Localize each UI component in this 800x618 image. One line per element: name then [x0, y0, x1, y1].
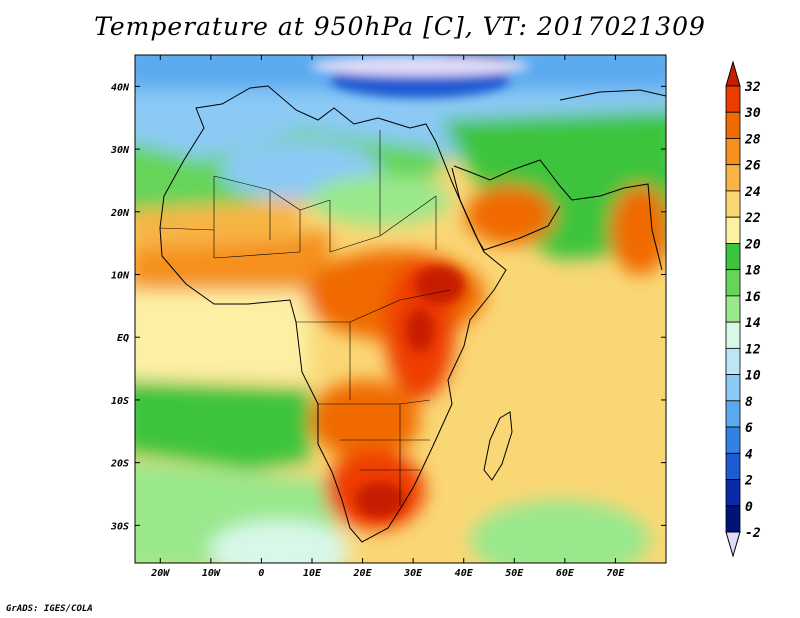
lat-tick-label: 20S	[110, 459, 129, 470]
colorbar-label: 24	[744, 185, 761, 200]
colorbar-swatch	[725, 374, 741, 402]
lon-tick-label: 50E	[505, 568, 524, 579]
colorbar-label: 10	[745, 369, 761, 384]
colorbar-swatch	[725, 85, 741, 113]
lon-tick-label: 30E	[403, 568, 423, 579]
lon-tick-label: 20W	[150, 568, 170, 579]
colorbar-swatch	[725, 426, 741, 454]
colorbar-label: 30	[744, 106, 761, 121]
colorbar-swatch	[725, 321, 741, 349]
lat-tick-label: 30N	[110, 145, 130, 156]
colorbar-label: 22	[744, 211, 761, 226]
colorbar-label: 32	[744, 80, 761, 95]
latitude-ticks: 40N 30N 20N 10N EQ 10S 20S 30S	[110, 82, 666, 532]
colorbar-top-arrow	[725, 60, 741, 87]
page-title: Temperature at 950hPa [C], VT: 201702130…	[94, 12, 706, 41]
colorbar-swatch	[725, 190, 741, 218]
colorbar-swatch	[725, 164, 741, 192]
colorbar-label: 12	[745, 342, 761, 357]
lon-tick-label: 10E	[303, 568, 322, 579]
lon-tick-label: 20E	[353, 568, 373, 579]
colorbar-label: 20	[744, 237, 761, 252]
colorbar-label: 18	[745, 264, 761, 279]
colorbar-label: 2	[744, 474, 753, 489]
longitude-ticks: 20W 10W 0 10E 20E 30E 40E 50E 60E 70E	[150, 55, 625, 579]
lon-tick-label: 10W	[202, 568, 221, 579]
colorbar-label: 4	[745, 447, 753, 462]
colorbar-bottom-arrow	[725, 531, 741, 558]
colorbar-swatch	[725, 243, 741, 271]
lat-tick-label: 40N	[111, 82, 130, 93]
lon-tick-label: 60E	[556, 568, 575, 579]
colorbar-label: 14	[745, 316, 761, 331]
colorbar-swatch	[725, 505, 741, 533]
colorbar-swatch	[725, 216, 741, 244]
colorbar-label: 6	[745, 421, 753, 436]
lon-tick-label: 70E	[606, 568, 625, 579]
colorbar-swatch	[725, 479, 741, 507]
colorbar-label: 26	[744, 159, 761, 174]
footer-credit: GrADS: IGES/COLA	[6, 604, 93, 614]
lat-tick-label: 10S	[111, 396, 129, 407]
lat-tick-label: 30S	[110, 521, 129, 532]
colorbar-label: -2	[745, 526, 761, 541]
lat-tick-label: 20N	[110, 208, 130, 219]
lon-tick-label: 0	[258, 568, 264, 579]
lat-tick-label: 10N	[111, 271, 130, 282]
map-frame	[134, 54, 667, 564]
colorbar-label: 16	[745, 290, 761, 305]
colorbar-label: 0	[745, 500, 753, 515]
colorbar-swatch	[725, 269, 741, 297]
colorbar-swatch	[725, 138, 741, 166]
colorbar-label: 8	[745, 395, 753, 410]
colorbar-swatch	[725, 347, 741, 375]
colorbar-swatch	[725, 295, 741, 323]
country-borders	[159, 130, 451, 506]
coastlines	[159, 85, 666, 543]
colorbar-swatch	[725, 400, 741, 428]
colorbar-swatch	[725, 452, 741, 480]
colorbar-swatch	[725, 111, 741, 139]
colorbar-label: 28	[744, 132, 761, 147]
lon-tick-label: 40E	[455, 568, 474, 579]
lat-tick-label: EQ	[117, 333, 129, 344]
